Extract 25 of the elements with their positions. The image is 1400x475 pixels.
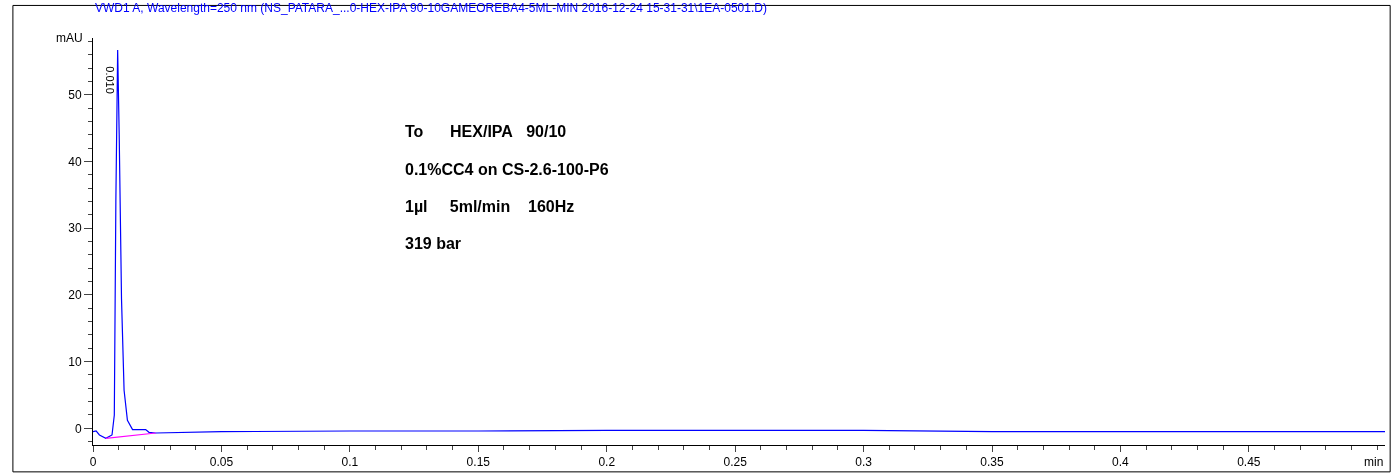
x-axis-title: min <box>1364 455 1384 469</box>
y-tick-label: 0 <box>74 421 82 436</box>
line-series <box>93 49 1385 439</box>
x-tick-label: 0.4 <box>1112 455 1130 470</box>
y-tick-label: 30 <box>68 221 82 236</box>
annotation: 319 bar <box>405 235 462 252</box>
x-tick-label: 0.35 <box>980 455 1005 470</box>
x-tick-label: 0.3 <box>855 455 873 470</box>
annotation: 0.010 <box>103 66 116 94</box>
annotation: To HEX/IPA 90/10 <box>405 123 567 140</box>
x-tick-label: 0.2 <box>598 455 616 470</box>
x-tick-label: 0.05 <box>209 455 234 470</box>
y-tick-label: 50 <box>68 87 82 102</box>
annotation: 1µl 5ml/min 160Hz <box>405 198 575 215</box>
y-axis-title: mAU <box>56 31 83 45</box>
y-tick-label: 20 <box>68 288 82 303</box>
y-tick-label: 40 <box>68 154 82 169</box>
x-tick-label: 0.15 <box>466 455 491 470</box>
annotation: 0.1%CC4 on CS-2.6-100-P6 <box>405 161 609 178</box>
x-tick-label: 0 <box>89 455 97 470</box>
x-tick-label: 0.45 <box>1237 455 1261 470</box>
x-tick-label: 0.1 <box>341 455 359 470</box>
chart-title: VWD1 A, Wavelength=250 nm (NS_PATARA_...0-HEX-IPA 90-10GAMEOREBA4-5ML-MIN 2016-12-24 15-31-31\1EA-0501.D) <box>95 1 767 16</box>
x-tick-label: 0.25 <box>723 455 748 470</box>
y-tick-label: 10 <box>68 354 82 369</box>
